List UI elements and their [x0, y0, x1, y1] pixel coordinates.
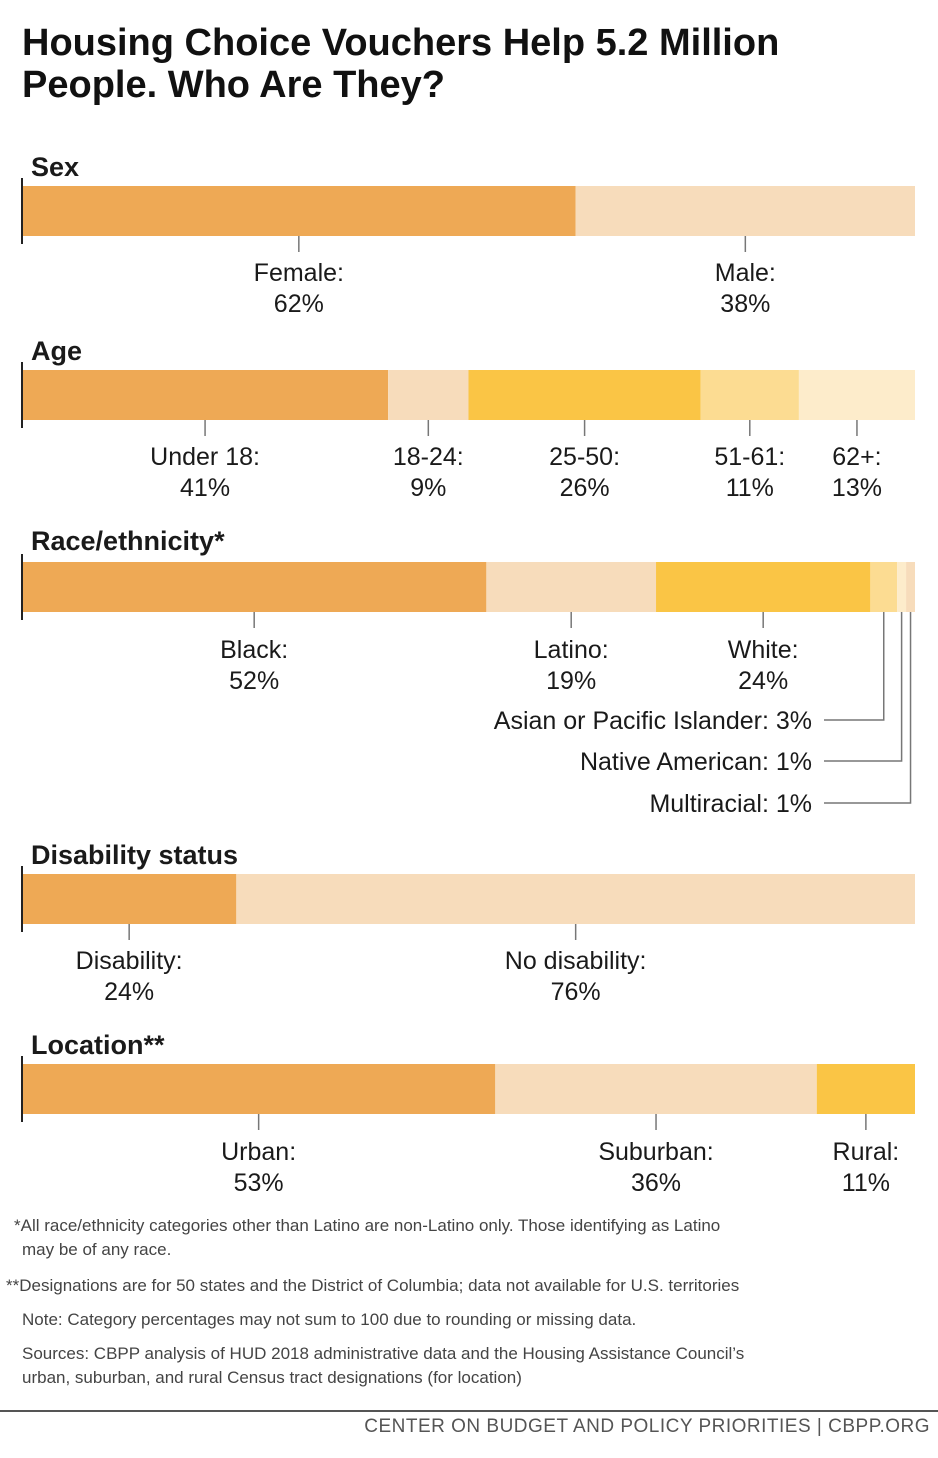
- category-label: White:: [728, 636, 799, 664]
- chart-2: Race/ethnicity* Black: 52% Latino: 19% White:…: [21, 526, 915, 818]
- section-title: Age: [31, 336, 82, 366]
- callout-leader: [824, 612, 885, 721]
- callout-label: Asian or Pacific Islander: 3%: [494, 707, 812, 735]
- note-rounding: Note: Category percentages may not sum t…: [22, 1310, 637, 1329]
- category-label: 18-24:: [393, 443, 464, 471]
- category-label: Under 18:: [150, 443, 260, 471]
- value-label: 53%: [234, 1169, 284, 1197]
- section-title: Disability status: [31, 840, 238, 870]
- value-label: 38%: [720, 290, 770, 318]
- category-label: Female:: [254, 259, 344, 287]
- stacked-bar-charts: Sex Female: 62% Male: 38% Age Under 18: 41% 18-2…: [21, 152, 915, 1197]
- category-label: 62+:: [832, 443, 881, 471]
- chart-1: Age Under 18: 41% 18-24: 9% 25-50: 26% 51-61: 11…: [21, 336, 915, 502]
- bar-segment: [816, 1064, 915, 1114]
- callout-label: Native American: 1%: [580, 748, 812, 776]
- value-label: 19%: [546, 667, 596, 695]
- bar-segment: [236, 874, 915, 924]
- chart-title-line-1: Housing Choice Vouchers Help 5.2 Million: [22, 22, 780, 64]
- sources-line-2: urban, suburban, and rural Census tract …: [22, 1368, 522, 1387]
- bar-segment: [495, 1064, 817, 1114]
- chart-title: Housing Choice Vouchers Help 5.2 Million…: [22, 22, 902, 106]
- category-label: Urban:: [221, 1138, 296, 1166]
- bar-segment: [906, 562, 915, 612]
- sources-line-1: Sources: CBPP analysis of HUD 2018 admin…: [22, 1344, 745, 1363]
- category-label: Suburban:: [598, 1138, 713, 1166]
- bar-segment: [22, 186, 576, 236]
- category-label: Black:: [220, 636, 288, 664]
- value-label: 41%: [180, 474, 230, 502]
- section-title: Location**: [31, 1030, 165, 1060]
- value-label: 62%: [274, 290, 324, 318]
- bar-segment: [897, 562, 907, 612]
- value-label: 24%: [738, 667, 788, 695]
- category-label: Male:: [715, 259, 776, 287]
- bar-segment: [468, 370, 701, 420]
- value-label: 11%: [726, 474, 774, 502]
- footnote-race-line-2: may be of any race.: [22, 1240, 172, 1259]
- footnote-location: **Designations are for 50 states and the…: [6, 1276, 740, 1295]
- value-label: 9%: [410, 474, 446, 502]
- value-label: 13%: [832, 474, 882, 502]
- category-label: No disability:: [505, 947, 647, 975]
- bar-segment: [656, 562, 871, 612]
- section-title: Race/ethnicity*: [31, 526, 225, 556]
- bar-segment: [22, 562, 487, 612]
- value-label: 52%: [229, 667, 279, 695]
- section-title: Sex: [31, 152, 79, 182]
- value-label: 76%: [551, 978, 601, 1006]
- bar-segment: [22, 874, 237, 924]
- bar-segment: [388, 370, 469, 420]
- bar-segment: [22, 1064, 496, 1114]
- bar-segment: [22, 370, 389, 420]
- value-label: 11%: [842, 1169, 890, 1197]
- callout-leader: [824, 612, 912, 804]
- chart-3: Disability status Disability: 24% No disabi…: [21, 840, 915, 1006]
- category-label: 25-50:: [549, 443, 620, 471]
- chart-0: Sex Female: 62% Male: 38%: [21, 152, 915, 318]
- bar-segment: [798, 370, 915, 420]
- bar-segment: [575, 186, 915, 236]
- callout-leader: [824, 612, 903, 762]
- category-label: Disability:: [76, 947, 183, 975]
- value-label: 26%: [560, 474, 610, 502]
- chart-title-line-2: People. Who Are They?: [22, 64, 445, 106]
- footer-credit: CENTER ON BUDGET AND POLICY PRIORITIES |…: [364, 1416, 930, 1437]
- bar-segment: [870, 562, 898, 612]
- callout-label: Multiracial: 1%: [649, 790, 812, 818]
- category-label: 51-61:: [714, 443, 785, 471]
- footer-divider: [0, 1410, 938, 1412]
- footnote-race-line-1: *All race/ethnicity categories other tha…: [14, 1216, 721, 1235]
- value-label: 24%: [104, 978, 154, 1006]
- bar-segment: [700, 370, 799, 420]
- category-label: Latino:: [534, 636, 609, 664]
- category-label: Rural:: [833, 1138, 900, 1166]
- value-label: 36%: [631, 1169, 681, 1197]
- bar-segment: [486, 562, 657, 612]
- chart-4: Location** Urban: 53% Suburban: 36% Rural: 11%: [21, 1030, 915, 1197]
